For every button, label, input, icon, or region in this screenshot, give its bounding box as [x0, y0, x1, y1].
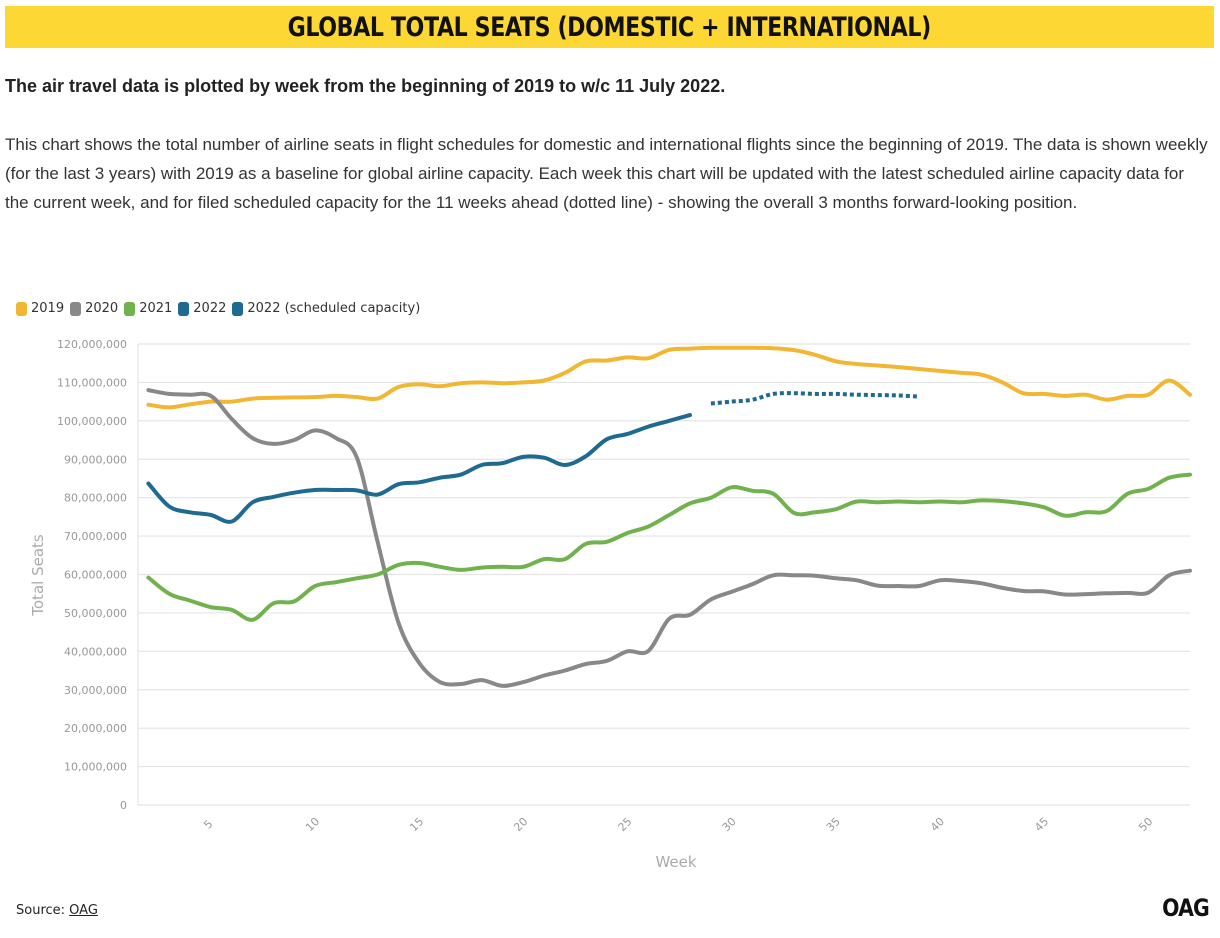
x-tick-label: 15 [407, 815, 426, 834]
x-tick-label: 45 [1032, 815, 1051, 834]
y-tick-label: 30,000,000 [64, 684, 127, 697]
legend-swatch [178, 301, 190, 316]
legend-label: 2022 (scheduled capacity) [247, 301, 421, 316]
legend-label: 2019 [31, 301, 65, 316]
y-tick-label: 120,000,000 [57, 338, 127, 351]
y-tick-label: 70,000,000 [64, 530, 127, 543]
series-line-2019 [146, 345, 1192, 410]
legend-swatch [124, 301, 136, 316]
x-tick-label: 30 [720, 815, 739, 834]
x-tick-label: 35 [824, 815, 843, 834]
y-tick-label: 100,000,000 [57, 415, 127, 428]
legend-swatch [232, 301, 244, 316]
x-axis-title: Week [655, 853, 696, 871]
legend-item-2022-scheduled[interactable]: 2022 (scheduled capacity) [232, 301, 420, 316]
y-tick-label: 10,000,000 [64, 761, 127, 774]
legend-swatch [16, 301, 27, 316]
title-banner: GLOBAL TOTAL SEATS (DOMESTIC + INTERNATI… [5, 6, 1214, 48]
legend-item-2019[interactable]: 2019 [16, 301, 64, 316]
legend-swatch [70, 301, 82, 316]
page-title: GLOBAL TOTAL SEATS (DOMESTIC + INTERNATI… [287, 11, 932, 43]
series-line-2020 [146, 388, 1192, 688]
y-tick-label: 110,000,000 [57, 376, 127, 389]
x-tick-label: 5 [201, 817, 215, 831]
line-chart: 0 10,000,000 20,000,000 30,000,000 40,000,00… [29, 338, 1192, 871]
x-tick-label: 20 [511, 815, 530, 834]
series-line-2022-scheduled-capacity [710, 391, 920, 406]
source-note: Source: OAG [16, 903, 98, 918]
y-tick-label: 20,000,000 [64, 722, 127, 735]
source-label: Source: [16, 903, 66, 918]
y-tick-label: 90,000,000 [64, 453, 127, 466]
y-tick-label: 50,000,000 [64, 607, 127, 620]
chart-subtitle: The air travel data is plotted by week f… [5, 76, 726, 96]
chart-description: This chart shows the total number of air… [5, 135, 1208, 212]
y-tick-label: 60,000,000 [64, 569, 127, 582]
x-tick-label: 25 [616, 815, 635, 834]
y-tick-label: 80,000,000 [64, 492, 127, 505]
source-link[interactable]: OAG [69, 903, 98, 918]
y-axis-title: Total Seats [29, 534, 47, 617]
series-line-2022 [146, 413, 692, 524]
legend-item-2021[interactable]: 2021 [124, 301, 172, 316]
x-tick-label: 50 [1136, 815, 1155, 834]
legend-item-2022[interactable]: 2022 [178, 301, 226, 316]
legend-item-2020[interactable]: 2020 [70, 301, 118, 316]
legend-label: 2021 [139, 301, 173, 316]
x-tick-label: 10 [303, 815, 322, 834]
y-tick-label: 0 [120, 799, 127, 812]
legend-label: 2022 [193, 301, 227, 316]
chart-legend: 2019 2020 2021 2022 2022 (scheduled capa… [16, 301, 426, 316]
x-tick-label: 40 [928, 815, 947, 834]
oag-logo: OAG [1162, 894, 1210, 922]
series-line-2021 [146, 472, 1192, 622]
y-tick-label: 40,000,000 [64, 645, 127, 658]
legend-label: 2020 [85, 301, 119, 316]
